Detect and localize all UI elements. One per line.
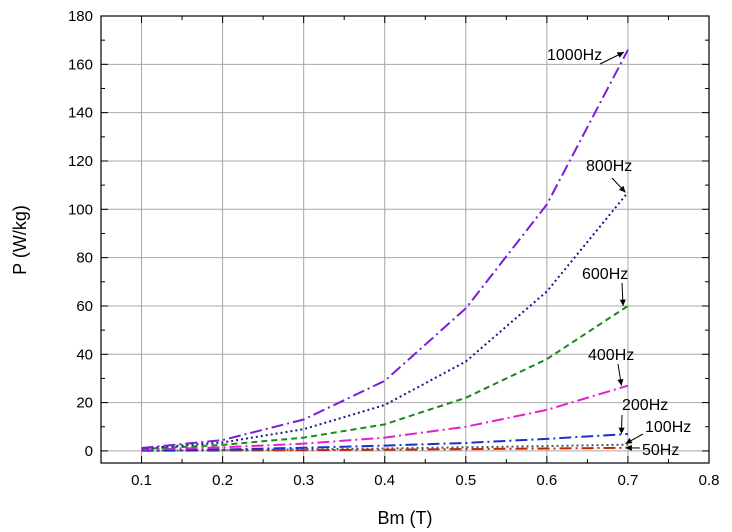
axis-ticks	[101, 15, 710, 463]
series-line-50hz	[141, 446, 628, 452]
series-label-1000hz: 1000Hz	[547, 47, 602, 64]
tick-labels: 0.1 0.2 0.3 0.4 0.5 0.6 0.7 0.8 0 20 40 60 80 100 120 1…	[68, 8, 719, 489]
series-line-1000hz	[141, 49, 629, 450]
series-label-800hz: 800Hz	[586, 158, 632, 175]
series-label-400hz: 400Hz	[588, 347, 634, 364]
series-line-600hz	[141, 305, 629, 450]
series-label-200hz: 200Hz	[622, 397, 668, 414]
series-label-100hz: 100Hz	[645, 419, 691, 436]
series-label-600hz: 600Hz	[582, 266, 628, 283]
y-tick-label: 120	[68, 153, 93, 170]
annotation-arrowhead	[616, 52, 624, 58]
annotation-arrowhead	[617, 378, 624, 386]
x-tick-label: 0.1	[131, 472, 152, 489]
annotations: 1000Hz 800Hz 600Hz 400Hz 200Hz 100Hz 50Hz	[547, 47, 691, 459]
y-tick-label: 100	[68, 201, 93, 218]
series-line-400hz	[141, 384, 629, 451]
annotation-arrowhead	[625, 437, 633, 444]
annotation-arrowhead	[619, 299, 626, 306]
x-tick-label: 0.6	[536, 472, 557, 489]
annotation-arrowhead	[618, 427, 625, 435]
y-tick-label: 180	[68, 8, 93, 25]
x-axis-title: Bm (T)	[378, 508, 433, 528]
y-tick-label: 0	[85, 443, 93, 460]
series-line-800hz	[141, 191, 629, 450]
annotation-arrowhead	[625, 444, 632, 451]
series-line-100hz	[141, 443, 628, 452]
x-tick-label: 0.7	[618, 472, 639, 489]
series-group	[141, 49, 629, 452]
plot-frame	[100, 15, 710, 464]
grid	[101, 16, 709, 463]
annotation-arrowhead	[618, 185, 626, 193]
y-tick-label: 60	[76, 298, 93, 315]
x-tick-label: 0.4	[374, 472, 395, 489]
y-tick-label: 20	[76, 395, 93, 412]
x-tick-label: 0.2	[212, 472, 233, 489]
x-tick-label: 0.3	[293, 472, 314, 489]
x-tick-label: 0.5	[455, 472, 476, 489]
series-label-50hz: 50Hz	[642, 442, 679, 459]
series-line-200hz	[141, 433, 628, 452]
x-tick-label: 0.8	[699, 472, 720, 489]
y-tick-label: 160	[68, 56, 93, 73]
y-tick-label: 80	[76, 250, 93, 267]
y-tick-label: 40	[76, 346, 93, 363]
y-tick-label: 140	[68, 105, 93, 122]
y-axis-title: P (W/kg)	[10, 205, 30, 275]
